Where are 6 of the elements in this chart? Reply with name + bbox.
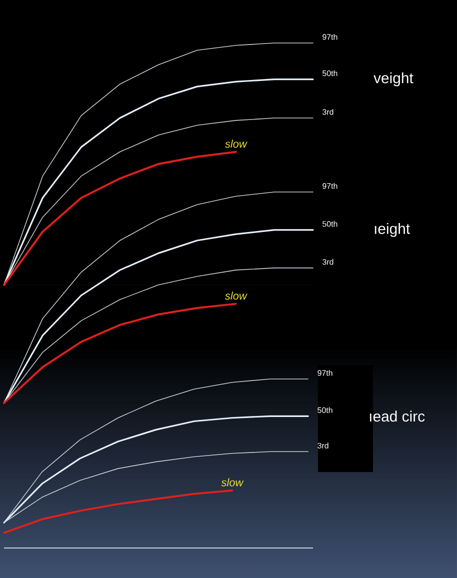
text: veight: [374, 72, 414, 86]
annotation: slow: [224, 292, 248, 300]
annotation: slow: [221, 478, 244, 486]
text: ıead circ: [370, 410, 425, 422]
text: ıeight: [374, 223, 410, 237]
annotation: slow: [224, 140, 248, 148]
